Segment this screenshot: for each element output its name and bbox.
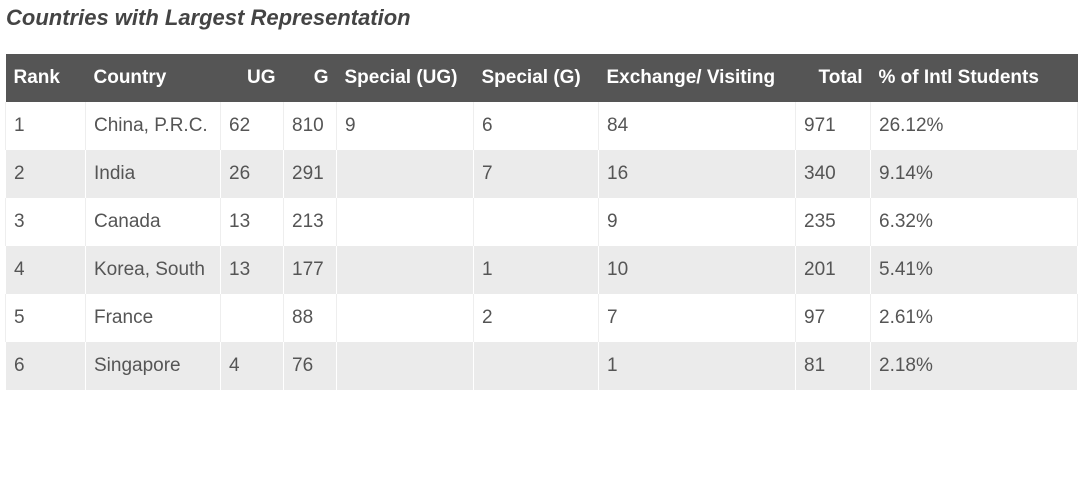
table-cell: 6	[5, 342, 86, 390]
table-cell: 6	[473, 102, 599, 150]
table-cell	[336, 342, 474, 390]
table-row: 1 China, P.R.C. 62 810 9 6 84 971 26.12%	[5, 102, 1078, 150]
table-cell	[336, 198, 474, 246]
table-cell: 6.32%	[870, 198, 1078, 246]
column-header: G	[283, 54, 337, 102]
column-header: Special (G)	[473, 54, 599, 102]
table-cell: 201	[795, 246, 871, 294]
table-cell: 1	[5, 102, 86, 150]
table-cell: 84	[598, 102, 796, 150]
table-cell: 3	[5, 198, 86, 246]
table: Rank Country UG G Special (UG) Special (G) Exc…	[5, 54, 1078, 390]
column-header: Total	[795, 54, 871, 102]
table-cell: 26	[220, 150, 284, 198]
table-cell: 7	[598, 294, 796, 342]
table-cell: 810	[283, 102, 337, 150]
table-row: 2 India 26 291 7 16 340 9.14%	[5, 150, 1078, 198]
header-row: Rank Country UG G Special (UG) Special (G) Exc…	[5, 54, 1078, 102]
table-title: Countries with Largest Representation	[6, 5, 411, 30]
table-cell: India	[85, 150, 221, 198]
column-header: Country	[85, 54, 221, 102]
table-cell: 13	[220, 246, 284, 294]
table-row: 4 Korea, South 13 177 1 10 201 5.41%	[5, 246, 1078, 294]
table-cell: 340	[795, 150, 871, 198]
table-cell	[220, 294, 284, 342]
table-row: 6 Singapore 4 76 1 81 2.18%	[5, 342, 1078, 390]
table-cell: 88	[283, 294, 337, 342]
table-cell: 9	[336, 102, 474, 150]
table-cell: China, P.R.C.	[85, 102, 221, 150]
table-cell	[473, 198, 599, 246]
table-cell: 2	[473, 294, 599, 342]
table-cell: 62	[220, 102, 284, 150]
table-cell: 177	[283, 246, 337, 294]
table-cell: 4	[5, 246, 86, 294]
table-cell: 2	[5, 150, 86, 198]
table-cell: 213	[283, 198, 337, 246]
table-body: 1 China, P.R.C. 62 810 9 6 84 971 26.12% 2 India 26…	[5, 102, 1078, 390]
table-cell: 1	[598, 342, 796, 390]
table-cell: 9	[598, 198, 796, 246]
table-row: 5 France 88 2 7 97 2.61%	[5, 294, 1078, 342]
table-cell: 2.18%	[870, 342, 1078, 390]
table-cell: 81	[795, 342, 871, 390]
table-cell	[336, 246, 474, 294]
table-cell: Canada	[85, 198, 221, 246]
table-cell: 4	[220, 342, 284, 390]
table-cell: 1	[473, 246, 599, 294]
table-cell: 16	[598, 150, 796, 198]
table-cell	[336, 294, 474, 342]
table-cell: 291	[283, 150, 337, 198]
table-cell: Singapore	[85, 342, 221, 390]
table-cell: 971	[795, 102, 871, 150]
table-cell: 2.61%	[870, 294, 1078, 342]
column-header: Exchange/ Visiting	[598, 54, 796, 102]
table-cell: 235	[795, 198, 871, 246]
table-cell: 10	[598, 246, 796, 294]
table-cell: France	[85, 294, 221, 342]
table-cell: 26.12%	[870, 102, 1078, 150]
table-cell: 5	[5, 294, 86, 342]
table-cell: 97	[795, 294, 871, 342]
table-cell: 5.41%	[870, 246, 1078, 294]
table-cell: 76	[283, 342, 337, 390]
column-header: UG	[220, 54, 284, 102]
table-cell: Korea, South	[85, 246, 221, 294]
table-cell: 7	[473, 150, 599, 198]
table-cell	[473, 342, 599, 390]
table-cell: 13	[220, 198, 284, 246]
table-cell	[336, 150, 474, 198]
table-cell: 9.14%	[870, 150, 1078, 198]
column-header: Rank	[5, 54, 86, 102]
column-header: % of Intl Students	[870, 54, 1078, 102]
table-row: 3 Canada 13 213 9 235 6.32%	[5, 198, 1078, 246]
column-header: Special (UG)	[336, 54, 474, 102]
